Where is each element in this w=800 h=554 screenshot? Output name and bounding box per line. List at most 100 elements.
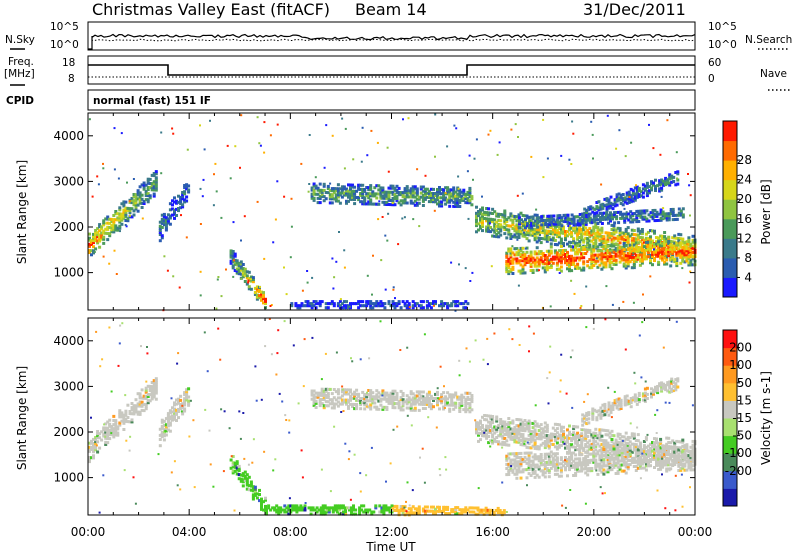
heatmap-cell: [659, 240, 663, 244]
heatmap-cell: [521, 228, 525, 232]
heatmap-cell: [432, 198, 435, 202]
heatmap-cell: [154, 381, 158, 385]
heatmap-cell: [487, 217, 491, 221]
heatmap-cell: [498, 509, 502, 512]
heatmap-cell: [375, 405, 379, 409]
heatmap-cell: [351, 302, 354, 306]
heatmap-cell: [489, 217, 493, 221]
heatmap-cell: [495, 214, 499, 218]
heatmap-cell: [641, 215, 645, 219]
heatmap-cell: [475, 224, 478, 228]
heatmap-cell: [489, 211, 493, 215]
heatmap-cell: [535, 240, 539, 244]
heatmap-cell: [685, 245, 689, 249]
heatmap-cell: [479, 210, 482, 214]
heatmap-cell: [642, 238, 646, 242]
heatmap-cell: [369, 306, 373, 310]
heatmap-cell: [669, 210, 673, 213]
heatmap-cell: [689, 242, 693, 246]
heatmap-cell: [586, 449, 590, 453]
heatmap-cell: [440, 192, 444, 196]
heatmap-cell: [600, 228, 604, 232]
heatmap-cell: [385, 190, 389, 194]
heatmap-cell: [361, 190, 365, 193]
heatmap-cell: [146, 198, 150, 202]
heatmap-cell: [468, 406, 472, 410]
cpid-text: normal (fast) 151 IF: [93, 95, 211, 107]
heatmap-cell: [509, 259, 513, 263]
heatmap-cell: [616, 455, 620, 459]
heatmap-cell: [96, 430, 100, 433]
heatmap-cell: [584, 226, 588, 230]
heatmap-cell: [385, 203, 389, 206]
heatmap-cell: [602, 261, 606, 265]
heatmap-cell: [301, 506, 305, 510]
heatmap-cell: [620, 457, 624, 461]
heatmap-cell: [415, 507, 419, 511]
heatmap-cell: [173, 212, 176, 216]
beam-title: Beam 14: [355, 0, 427, 19]
heatmap-cell: [260, 497, 263, 501]
heatmap-cell: [357, 302, 361, 306]
heatmap-cell: [283, 508, 287, 512]
heatmap-cell: [397, 406, 401, 410]
heatmap-cell: [373, 401, 377, 405]
heatmap-cell: [667, 243, 671, 247]
heatmap-cell: [615, 215, 619, 219]
heatmap-cell: [629, 214, 633, 218]
heatmap-cell: [521, 234, 525, 238]
heatmap-cell: [535, 232, 539, 236]
heatmap-cell: [185, 396, 189, 400]
heatmap-cell: [668, 183, 672, 187]
heatmap-cell: [588, 431, 592, 435]
heatmap-cell: [373, 405, 377, 409]
heatmap-cell: [432, 405, 435, 409]
heatmap-cell: [487, 223, 491, 227]
heatmap-cell: [458, 395, 462, 399]
heatmap-cell: [604, 263, 608, 267]
heatmap-cell: [625, 201, 629, 205]
heatmap-cell: [614, 249, 618, 253]
heatmap-cell: [475, 222, 478, 226]
heatmap-cell: [660, 180, 664, 184]
heatmap-cell: [233, 254, 237, 258]
heatmap-cell: [533, 232, 537, 235]
heatmap-cell: [446, 188, 450, 192]
heatmap-cell: [349, 191, 352, 195]
heatmap-cell: [630, 141, 633, 144]
heatmap-cell: [383, 405, 387, 409]
heatmap-cell: [365, 397, 369, 401]
heatmap-cell: [324, 400, 328, 404]
heatmap-cell: [653, 213, 657, 216]
heatmap-cell: [667, 241, 671, 245]
heatmap-cell: [464, 510, 468, 514]
heatmap-cell: [576, 444, 580, 447]
heatmap-cell: [645, 217, 649, 221]
heatmap-cell: [130, 406, 134, 410]
heatmap-cell: [662, 183, 666, 187]
heatmap-cell: [608, 259, 612, 263]
heatmap-cell: [600, 230, 604, 234]
heatmap-cell: [509, 218, 513, 222]
heatmap-cell: [590, 257, 594, 261]
heatmap-cell: [543, 435, 547, 439]
heatmap-cell: [571, 120, 574, 123]
heatmap-cell: [613, 198, 617, 202]
heatmap-cell: [610, 254, 614, 258]
heatmap-cell: [668, 177, 672, 181]
heatmap-cell: [528, 226, 532, 230]
heatmap-cell: [629, 220, 633, 224]
heatmap-cell: [466, 391, 470, 395]
heatmap-cell: [152, 379, 156, 383]
heatmap-cell: [113, 127, 116, 130]
heatmap-cell: [659, 437, 663, 441]
heatmap-cell: [614, 440, 618, 444]
heatmap-cell: [645, 192, 649, 195]
heatmap-cell: [434, 155, 436, 158]
heatmap-cell: [401, 193, 405, 197]
heatmap-cell: [582, 248, 586, 251]
heatmap-cell: [162, 214, 166, 218]
heatmap-cell: [384, 504, 388, 508]
heatmap-cell: [651, 215, 655, 219]
heatmap-cell: [341, 117, 344, 120]
